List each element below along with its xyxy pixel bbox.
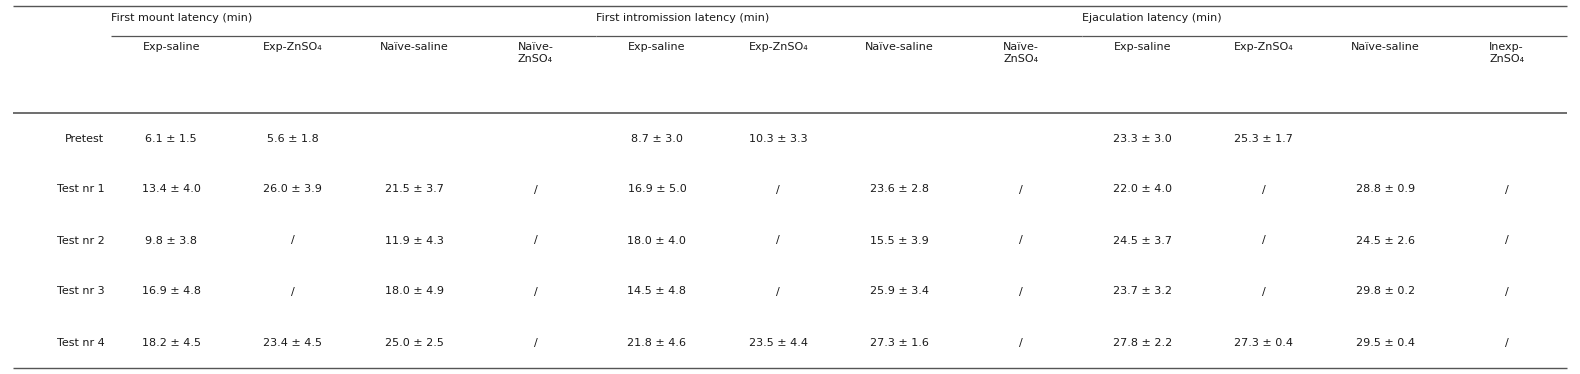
Text: Naïve-
ZnSO₄: Naïve- ZnSO₄ <box>518 42 553 64</box>
Text: /: / <box>534 236 537 245</box>
Text: 22.0 ± 4.0: 22.0 ± 4.0 <box>1112 184 1172 194</box>
Text: Test nr 2: Test nr 2 <box>57 236 104 245</box>
Text: /: / <box>1504 337 1509 347</box>
Text: /: / <box>534 184 537 194</box>
Text: 18.2 ± 4.5: 18.2 ± 4.5 <box>142 337 201 347</box>
Text: Pretest: Pretest <box>65 134 104 144</box>
Text: 6.1 ± 1.5: 6.1 ± 1.5 <box>145 134 198 144</box>
Text: Test nr 3: Test nr 3 <box>57 286 104 297</box>
Text: 18.0 ± 4.0: 18.0 ± 4.0 <box>627 236 686 245</box>
Text: Exp-saline: Exp-saline <box>142 42 201 52</box>
Text: Naïve-
ZnSO₄: Naïve- ZnSO₄ <box>1003 42 1040 64</box>
Text: 23.5 ± 4.4: 23.5 ± 4.4 <box>749 337 807 347</box>
Text: 23.6 ± 2.8: 23.6 ± 2.8 <box>871 184 929 194</box>
Text: Test nr 1: Test nr 1 <box>57 184 104 194</box>
Text: /: / <box>534 337 537 347</box>
Text: 13.4 ± 4.0: 13.4 ± 4.0 <box>142 184 201 194</box>
Text: 28.8 ± 0.9: 28.8 ± 0.9 <box>1356 184 1414 194</box>
Text: Naïve-saline: Naïve-saline <box>866 42 934 52</box>
Text: /: / <box>291 236 294 245</box>
Text: Ejaculation latency (min): Ejaculation latency (min) <box>1082 13 1221 23</box>
Text: Exp-ZnSO₄: Exp-ZnSO₄ <box>749 42 807 52</box>
Text: 16.9 ± 5.0: 16.9 ± 5.0 <box>627 184 686 194</box>
Text: 10.3 ± 3.3: 10.3 ± 3.3 <box>749 134 807 144</box>
Text: 23.3 ± 3.0: 23.3 ± 3.0 <box>1112 134 1172 144</box>
Text: Inexp-
ZnSO₄: Inexp- ZnSO₄ <box>1488 42 1525 64</box>
Text: 11.9 ± 4.3: 11.9 ± 4.3 <box>384 236 444 245</box>
Text: 24.5 ± 2.6: 24.5 ± 2.6 <box>1356 236 1414 245</box>
Text: /: / <box>1019 236 1022 245</box>
Text: /: / <box>1504 286 1509 297</box>
Text: Test nr 4: Test nr 4 <box>57 337 104 347</box>
Text: /: / <box>1262 184 1266 194</box>
Text: 15.5 ± 3.9: 15.5 ± 3.9 <box>871 236 929 245</box>
Text: 9.8 ± 3.8: 9.8 ± 3.8 <box>145 236 198 245</box>
Text: /: / <box>1019 337 1022 347</box>
Text: 21.5 ± 3.7: 21.5 ± 3.7 <box>384 184 444 194</box>
Text: 27.8 ± 2.2: 27.8 ± 2.2 <box>1112 337 1172 347</box>
Text: /: / <box>1019 286 1022 297</box>
Text: 27.3 ± 0.4: 27.3 ± 0.4 <box>1234 337 1294 347</box>
Text: 25.9 ± 3.4: 25.9 ± 3.4 <box>871 286 929 297</box>
Text: /: / <box>776 184 781 194</box>
Text: Exp-ZnSO₄: Exp-ZnSO₄ <box>262 42 322 52</box>
Text: /: / <box>1019 184 1022 194</box>
Text: 27.3 ± 1.6: 27.3 ± 1.6 <box>871 337 929 347</box>
Text: 25.0 ± 2.5: 25.0 ± 2.5 <box>384 337 444 347</box>
Text: Exp-saline: Exp-saline <box>1114 42 1171 52</box>
Text: /: / <box>291 286 294 297</box>
Text: /: / <box>1504 236 1509 245</box>
Text: First intromission latency (min): First intromission latency (min) <box>596 13 769 23</box>
Text: /: / <box>776 286 781 297</box>
Text: Exp-ZnSO₄: Exp-ZnSO₄ <box>1234 42 1294 52</box>
Text: 18.0 ± 4.9: 18.0 ± 4.9 <box>384 286 444 297</box>
Text: /: / <box>776 236 781 245</box>
Text: 24.5 ± 3.7: 24.5 ± 3.7 <box>1112 236 1172 245</box>
Text: /: / <box>1262 236 1266 245</box>
Text: /: / <box>1504 184 1509 194</box>
Text: Naïve-saline: Naïve-saline <box>1351 42 1420 52</box>
Text: 5.6 ± 1.8: 5.6 ± 1.8 <box>267 134 319 144</box>
Text: 25.3 ± 1.7: 25.3 ± 1.7 <box>1234 134 1294 144</box>
Text: First mount latency (min): First mount latency (min) <box>111 13 251 23</box>
Text: 29.8 ± 0.2: 29.8 ± 0.2 <box>1356 286 1414 297</box>
Text: /: / <box>534 286 537 297</box>
Text: 23.7 ± 3.2: 23.7 ± 3.2 <box>1112 286 1172 297</box>
Text: 8.7 ± 3.0: 8.7 ± 3.0 <box>630 134 683 144</box>
Text: Exp-saline: Exp-saline <box>629 42 686 52</box>
Text: 29.5 ± 0.4: 29.5 ± 0.4 <box>1356 337 1414 347</box>
Text: 26.0 ± 3.9: 26.0 ± 3.9 <box>264 184 322 194</box>
Text: Naïve-saline: Naïve-saline <box>379 42 449 52</box>
Text: 21.8 ± 4.6: 21.8 ± 4.6 <box>627 337 686 347</box>
Text: 23.4 ± 4.5: 23.4 ± 4.5 <box>264 337 322 347</box>
Text: 14.5 ± 4.8: 14.5 ± 4.8 <box>627 286 686 297</box>
Text: 16.9 ± 4.8: 16.9 ± 4.8 <box>142 286 201 297</box>
Text: /: / <box>1262 286 1266 297</box>
